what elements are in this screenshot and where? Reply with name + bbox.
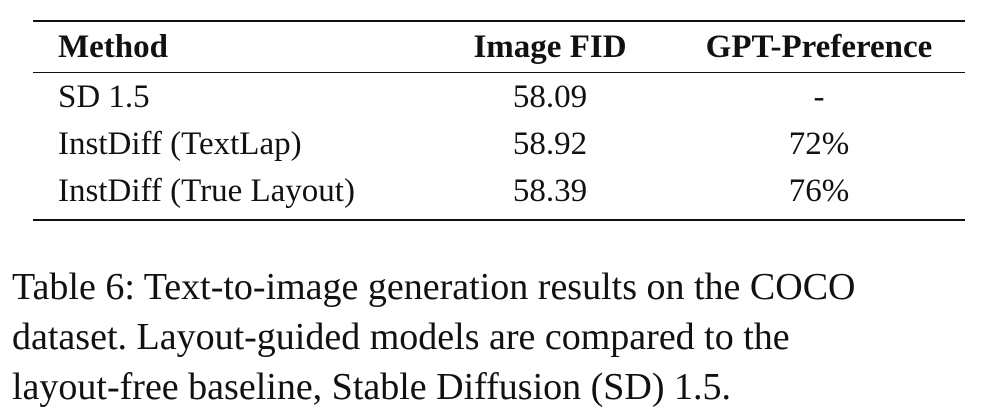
cell-gpt-preference: 76%	[788, 173, 850, 209]
table-bottom-rule	[33, 219, 965, 221]
table-row: SD 1.5 58.09 -	[33, 74, 965, 121]
cell-image-fid: 58.39	[512, 173, 588, 209]
table-caption: Table 6: Text-to-image generation result…	[12, 262, 967, 412]
caption-line: dataset. Layout-guided models are compar…	[12, 316, 790, 358]
header-gpt-preference: GPT-Preference	[705, 28, 933, 65]
cell-image-fid: 58.92	[512, 126, 588, 162]
caption-line: Table 6: Text-to-image generation result…	[12, 266, 856, 308]
results-table: Method Image FID GPT-Preference SD 1.5 5…	[33, 20, 965, 221]
header-image-fid: Image FID	[473, 28, 627, 65]
table-header-row: Method Image FID GPT-Preference	[33, 22, 965, 72]
table-row: InstDiff (True Layout) 58.39 76%	[33, 168, 965, 215]
table-top-rule	[33, 20, 965, 22]
cell-method: SD 1.5	[58, 79, 150, 115]
cell-method: InstDiff (TextLap)	[58, 126, 302, 162]
table-header-rule	[33, 72, 965, 73]
cell-gpt-preference: -	[813, 79, 825, 115]
header-method: Method	[58, 28, 168, 65]
table-body: SD 1.5 58.09 - InstDiff (TextLap) 58.92 …	[33, 73, 965, 219]
cell-image-fid: 58.09	[512, 79, 588, 115]
caption-line: layout-free baseline, Stable Diffusion (…	[12, 366, 732, 408]
table-row: InstDiff (TextLap) 58.92 72%	[33, 121, 965, 168]
cell-method: InstDiff (True Layout)	[58, 173, 355, 209]
cell-gpt-preference: 72%	[788, 126, 850, 162]
